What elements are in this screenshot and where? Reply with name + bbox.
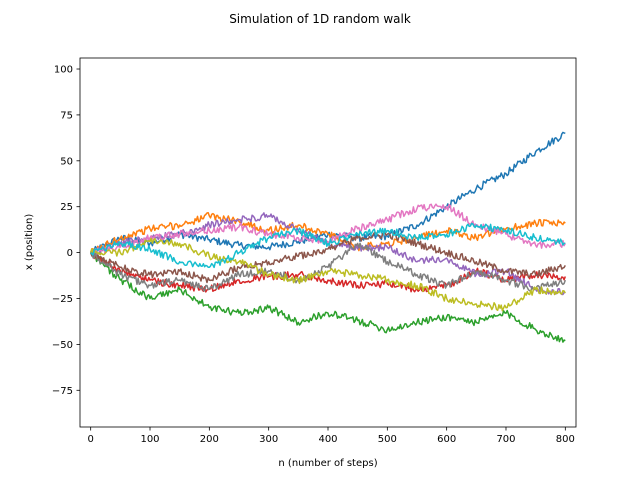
y-tick-label: 0 bbox=[67, 248, 73, 259]
series-line-7 bbox=[90, 203, 566, 256]
series-line-3 bbox=[90, 252, 566, 343]
chart-title: Simulation of 1D random walk bbox=[229, 12, 411, 26]
x-tick-label: 200 bbox=[200, 434, 219, 445]
series-group bbox=[89, 131, 567, 343]
series-line-9 bbox=[89, 237, 566, 312]
x-tick-label: 800 bbox=[556, 434, 575, 445]
y-tick-label: −75 bbox=[52, 386, 73, 397]
y-tick-label: 100 bbox=[54, 65, 73, 76]
series-line-6 bbox=[89, 231, 566, 284]
x-tick-label: 600 bbox=[437, 434, 456, 445]
x-tick-label: 0 bbox=[87, 434, 93, 445]
x-tick-label: 700 bbox=[496, 434, 515, 445]
x-tick-label: 500 bbox=[378, 434, 397, 445]
series-line-10 bbox=[90, 222, 566, 269]
x-axis-ticks: 0 100 200 300 400 500 600 700 800 bbox=[87, 427, 575, 445]
y-axis-label: x (position) bbox=[24, 214, 35, 271]
y-tick-label: 50 bbox=[60, 156, 73, 167]
x-axis-label: n (number of steps) bbox=[278, 458, 377, 469]
y-tick-label: 25 bbox=[60, 202, 73, 213]
y-tick-label: 75 bbox=[60, 110, 73, 121]
x-tick-label: 300 bbox=[259, 434, 278, 445]
series-line-2 bbox=[89, 211, 566, 253]
x-tick-label: 100 bbox=[140, 434, 159, 445]
series-line-8 bbox=[90, 242, 567, 292]
x-tick-label: 400 bbox=[318, 434, 337, 445]
y-tick-label: −50 bbox=[52, 340, 73, 351]
y-tick-label: −25 bbox=[52, 294, 73, 305]
y-axis-ticks: −75 −50 −25 0 25 50 75 100 bbox=[52, 65, 80, 397]
